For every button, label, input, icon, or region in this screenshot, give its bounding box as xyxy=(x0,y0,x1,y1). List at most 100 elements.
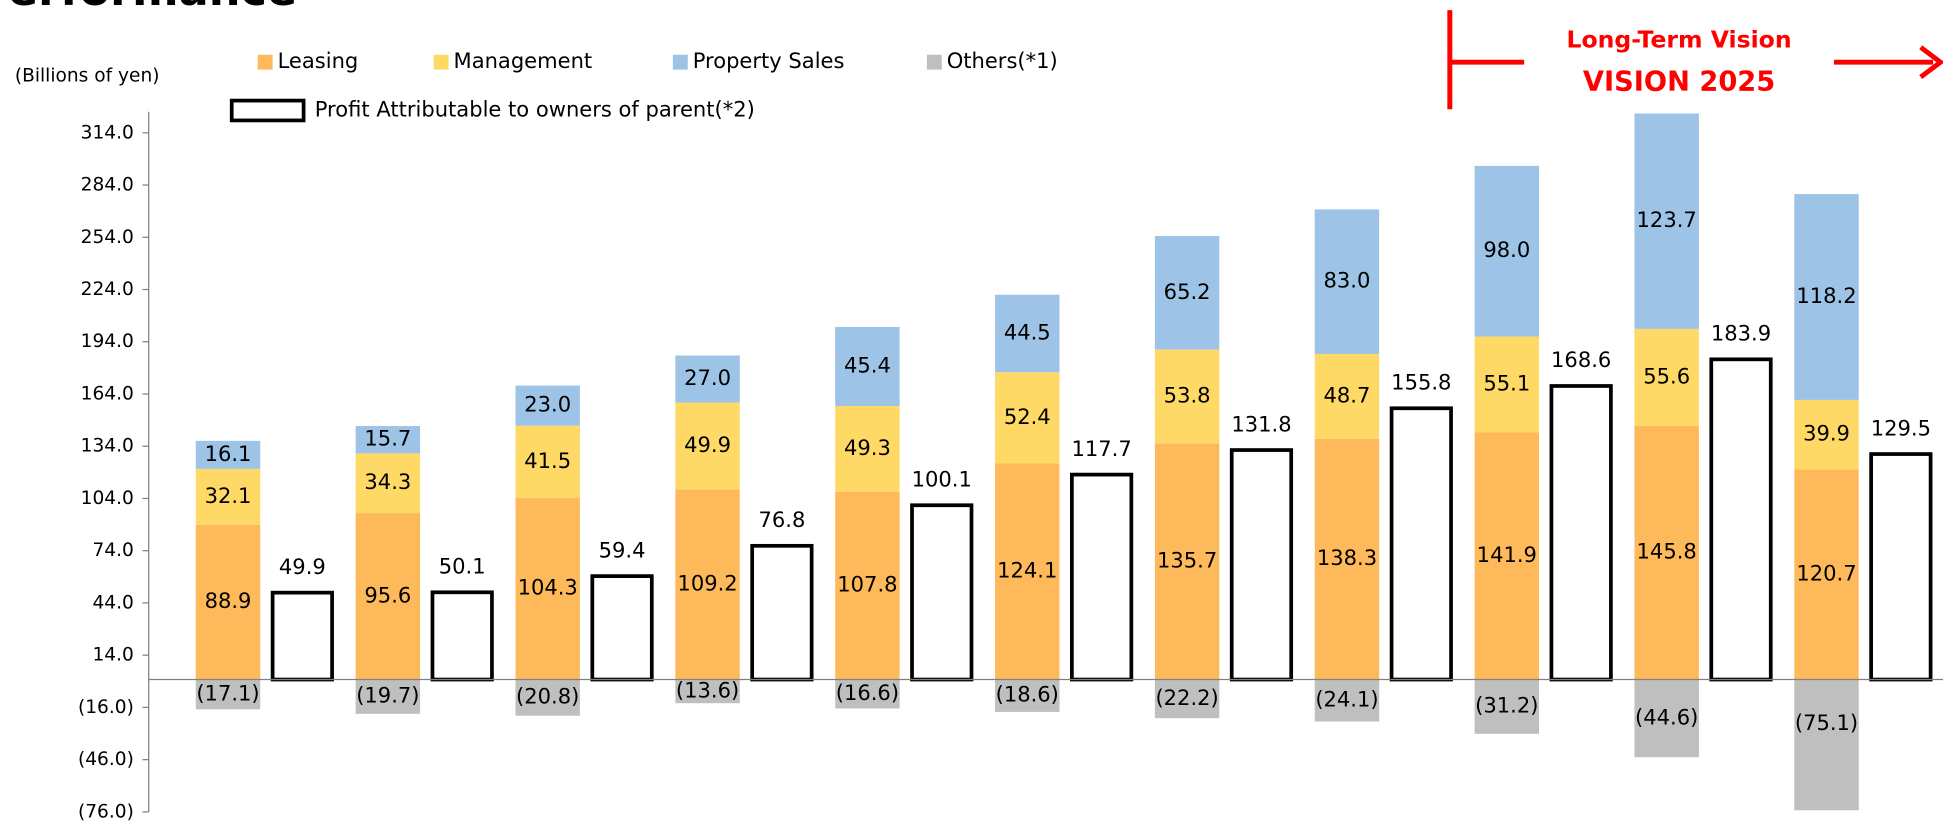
bar-segment xyxy=(1474,432,1540,680)
bar-segment xyxy=(355,679,421,714)
profit-bar xyxy=(750,543,814,682)
data-label: (13.6) xyxy=(676,677,739,702)
bar-segment xyxy=(675,489,740,680)
bar-segment xyxy=(1154,443,1220,680)
bar-segment xyxy=(675,355,740,403)
data-label: 49.3 xyxy=(844,435,891,460)
legend-label: Others(*1) xyxy=(947,48,1058,73)
bar-segment xyxy=(995,294,1060,373)
bar-segment xyxy=(195,468,261,525)
data-label: 55.1 xyxy=(1483,370,1530,395)
legend-swatch xyxy=(229,98,306,123)
data-label: 65.2 xyxy=(1164,279,1211,304)
data-label: 131.8 xyxy=(1231,411,1291,436)
bar-segment xyxy=(1634,679,1699,758)
bar-segment xyxy=(1154,679,1220,719)
data-label: 95.6 xyxy=(364,582,411,607)
profit-bar xyxy=(1389,406,1453,682)
legend-swatch xyxy=(672,54,688,70)
bar-segment xyxy=(1794,399,1859,470)
bar-segment xyxy=(1474,336,1540,433)
bar-segment xyxy=(1794,194,1859,400)
data-label: 15.7 xyxy=(364,426,411,451)
data-label: 118.2 xyxy=(1796,283,1856,308)
y-tick-label: 254.0 xyxy=(81,227,134,248)
data-label: (17.1) xyxy=(196,680,259,705)
bar-segment xyxy=(355,513,421,680)
y-axis-label: (Billions of yen) xyxy=(15,65,160,86)
data-label: 44.5 xyxy=(1004,319,1051,344)
data-label: 49.9 xyxy=(279,554,326,579)
bar-segment xyxy=(195,440,261,469)
data-label: (44.6) xyxy=(1635,704,1698,729)
y-tick-label: 314.0 xyxy=(81,122,134,143)
data-label: 34.3 xyxy=(364,469,411,494)
y-tick-label: (16.0) xyxy=(78,697,134,718)
data-label: 183.9 xyxy=(1711,321,1771,346)
data-label: 59.4 xyxy=(599,537,646,562)
data-label: 168.6 xyxy=(1551,347,1611,372)
data-label: 98.0 xyxy=(1483,237,1530,262)
annotation: VISION 2025 xyxy=(1583,67,1775,98)
legend-label: Profit Attributable to owners of parent(… xyxy=(315,97,755,122)
bar-segment xyxy=(1314,209,1380,354)
data-label: (18.6) xyxy=(996,682,1059,707)
annotation: Long-Term Vision xyxy=(1566,26,1791,54)
profit-bar xyxy=(430,590,494,682)
data-label: 83.0 xyxy=(1324,268,1371,293)
bar-segment xyxy=(515,425,580,498)
bar-segment xyxy=(355,453,421,514)
y-tick-label: 134.0 xyxy=(81,436,134,457)
data-label: 16.1 xyxy=(205,441,252,466)
bar-segment xyxy=(195,679,261,710)
bar-segment xyxy=(1154,349,1220,444)
bar-segment xyxy=(195,524,261,680)
bar-segment xyxy=(515,385,580,426)
bar-segment xyxy=(1794,679,1859,811)
bar-segment xyxy=(1634,113,1699,329)
y-tick-label: 44.0 xyxy=(92,592,133,613)
y-tick-label: 164.0 xyxy=(81,383,134,404)
legend-swatch xyxy=(257,54,273,70)
y-tick-label: 74.0 xyxy=(92,540,133,561)
bar-segment xyxy=(1314,679,1380,722)
profit-bar xyxy=(1549,384,1613,682)
bar-segment xyxy=(1634,328,1699,426)
data-label: 123.7 xyxy=(1637,207,1697,232)
bar-segment xyxy=(515,679,580,716)
bar-segment xyxy=(355,426,421,454)
bar-segment xyxy=(1634,425,1699,680)
y-tick-label: 104.0 xyxy=(81,488,134,509)
legend-swatch xyxy=(926,54,942,70)
bar-segment xyxy=(1314,438,1380,680)
bar-segment xyxy=(675,402,740,490)
profit-bar xyxy=(910,503,974,682)
bar-segment xyxy=(1154,236,1220,350)
bar-segment xyxy=(995,679,1060,712)
data-label: 100.1 xyxy=(912,466,972,491)
data-label: 52.4 xyxy=(1004,404,1051,429)
data-label: (24.1) xyxy=(1315,687,1378,712)
chart-title: Performance xyxy=(0,0,297,16)
data-label: 49.9 xyxy=(684,432,731,457)
data-label: 27.0 xyxy=(684,365,731,390)
profit-bar xyxy=(1709,357,1773,682)
bar-segment xyxy=(835,679,900,709)
profit-bar xyxy=(1229,448,1294,682)
data-label: (75.1) xyxy=(1795,710,1858,735)
data-label: (19.7) xyxy=(356,683,419,708)
profit-bar xyxy=(270,590,334,682)
y-tick-label: (46.0) xyxy=(78,749,134,770)
legend-label: Property Sales xyxy=(693,48,845,73)
data-label: (16.6) xyxy=(836,680,899,705)
data-label: 48.7 xyxy=(1324,382,1371,407)
legend-swatch xyxy=(433,54,449,70)
data-label: 120.7 xyxy=(1796,560,1856,585)
data-label: (22.2) xyxy=(1155,685,1218,710)
bar-segment xyxy=(1474,679,1540,734)
bar-segment xyxy=(1314,353,1380,439)
data-label: 104.3 xyxy=(518,575,578,600)
data-label: 155.8 xyxy=(1391,369,1451,394)
data-label: 55.6 xyxy=(1643,363,1690,388)
data-label: 41.5 xyxy=(524,448,571,473)
